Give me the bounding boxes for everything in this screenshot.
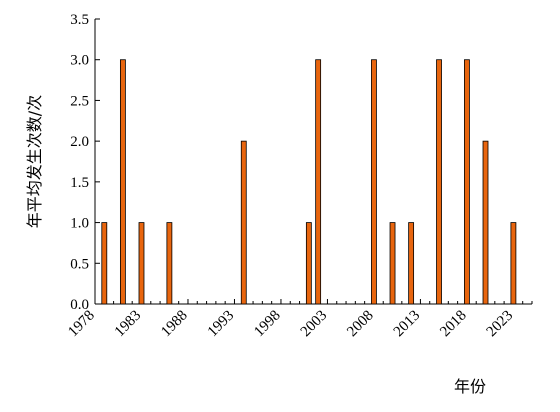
bar-2015 [436,59,442,305]
bar-2012 [408,222,415,305]
bar-2008 [371,59,377,305]
bar-2020 [482,140,489,305]
x-tick-label: 2013 [391,308,424,341]
y-tick-label: 1.0 [70,216,89,232]
y-tick-label: 0.0 [70,297,89,313]
y-tick-label: 2.0 [70,134,89,150]
x-tick-label: 1993 [205,308,238,341]
y-tick-label: 1.5 [70,175,89,191]
x-tick-label: 1983 [112,308,145,341]
x-tick-label: 2018 [437,308,470,341]
bar-1981 [119,59,126,305]
bar-2001 [305,222,312,305]
x-tick-label: 2008 [344,308,377,341]
x-tick-label: 1988 [158,308,191,341]
x-axis-title: 年份 [454,377,486,396]
bar-series [101,59,517,305]
x-tick-label: 2003 [298,308,331,341]
bar-2023 [510,222,517,305]
y-tick-label: 2.5 [70,93,89,109]
bar-2010 [389,222,396,305]
bar-1983 [138,222,145,305]
bar-1986 [166,222,173,305]
x-tick-label: 1998 [251,308,284,341]
bar-1979 [101,222,108,305]
x-axis: 1978 1983 1988 1993 1998 2003 2008 2013 2018 2023 [65,299,533,341]
bar-2018 [464,59,470,305]
y-tick-label: 0.5 [70,256,89,272]
bar-2002 [315,59,322,305]
y-tick-label: 3.0 [70,53,89,69]
y-tick-label: 3.5 [70,12,89,28]
y-axis: 0.0 0.5 1.0 1.5 2.0 2.5 3.0 3.5 [70,12,100,313]
x-tick-label: 2023 [484,308,517,341]
y-axis-title: 年平均发生次数/次 [25,95,44,228]
bar-1994 [240,140,247,305]
